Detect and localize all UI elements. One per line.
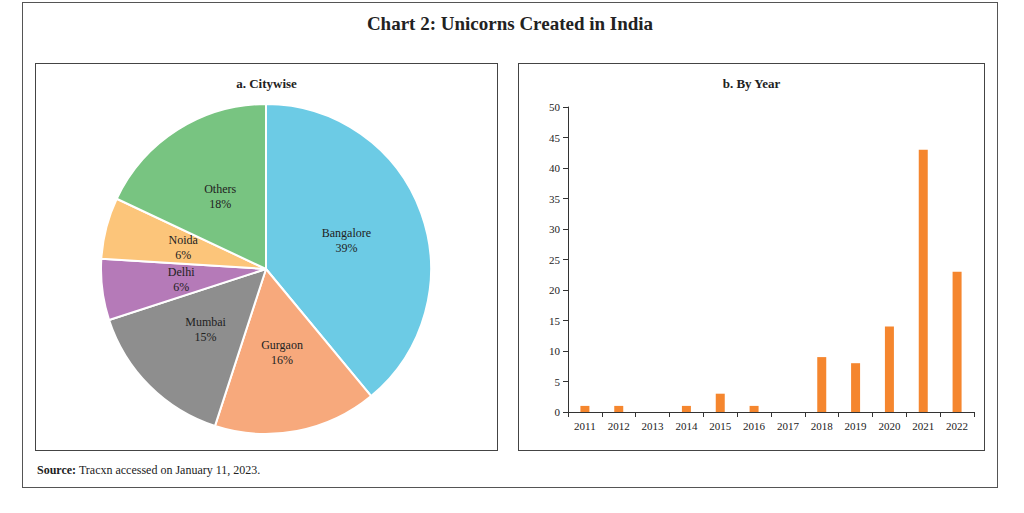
svg-text:45: 45 <box>549 132 561 144</box>
svg-text:Gurgaon: Gurgaon <box>261 338 303 352</box>
svg-text:2012: 2012 <box>608 420 630 432</box>
svg-text:6%: 6% <box>173 280 189 294</box>
svg-text:a. Citywise: a. Citywise <box>236 76 297 91</box>
svg-text:2014: 2014 <box>675 420 698 432</box>
svg-text:6%: 6% <box>175 248 191 262</box>
svg-text:40: 40 <box>549 162 561 174</box>
svg-text:50: 50 <box>549 101 561 113</box>
svg-text:2013: 2013 <box>642 420 665 432</box>
svg-text:2011: 2011 <box>574 420 596 432</box>
svg-text:b. By Year: b. By Year <box>723 76 781 91</box>
svg-text:2016: 2016 <box>743 420 766 432</box>
svg-text:39%: 39% <box>335 241 357 255</box>
svg-text:35: 35 <box>549 193 561 205</box>
svg-text:2020: 2020 <box>878 420 901 432</box>
svg-text:15%: 15% <box>195 330 217 344</box>
svg-text:16%: 16% <box>271 353 293 367</box>
svg-text:2017: 2017 <box>777 420 800 432</box>
svg-text:20: 20 <box>549 284 561 296</box>
svg-text:Mumbai: Mumbai <box>185 315 226 329</box>
svg-text:18%: 18% <box>209 197 231 211</box>
svg-text:Bangalore: Bangalore <box>322 226 371 240</box>
svg-text:25: 25 <box>549 254 561 266</box>
svg-text:2019: 2019 <box>845 420 868 432</box>
svg-text:Others: Others <box>204 182 236 196</box>
svg-text:2021: 2021 <box>912 420 934 432</box>
svg-text:2015: 2015 <box>709 420 732 432</box>
svg-text:Delhi: Delhi <box>168 265 195 279</box>
svg-text:2022: 2022 <box>946 420 968 432</box>
html-text:Chart 2: Unicorns Created in I: Chart 2: Unicorns Created in India <box>366 13 654 34</box>
svg-text:5: 5 <box>555 376 561 388</box>
svg-text:30: 30 <box>549 223 561 235</box>
svg-text:15: 15 <box>549 315 561 327</box>
html-text:Source: Tracxn accessed on Jan: Source: Tracxn accessed on January 11, 2… <box>37 463 261 477</box>
svg-text:10: 10 <box>549 345 561 357</box>
svg-text:Noida: Noida <box>169 233 199 247</box>
svg-text:0: 0 <box>555 406 561 418</box>
svg-text:2018: 2018 <box>811 420 834 432</box>
